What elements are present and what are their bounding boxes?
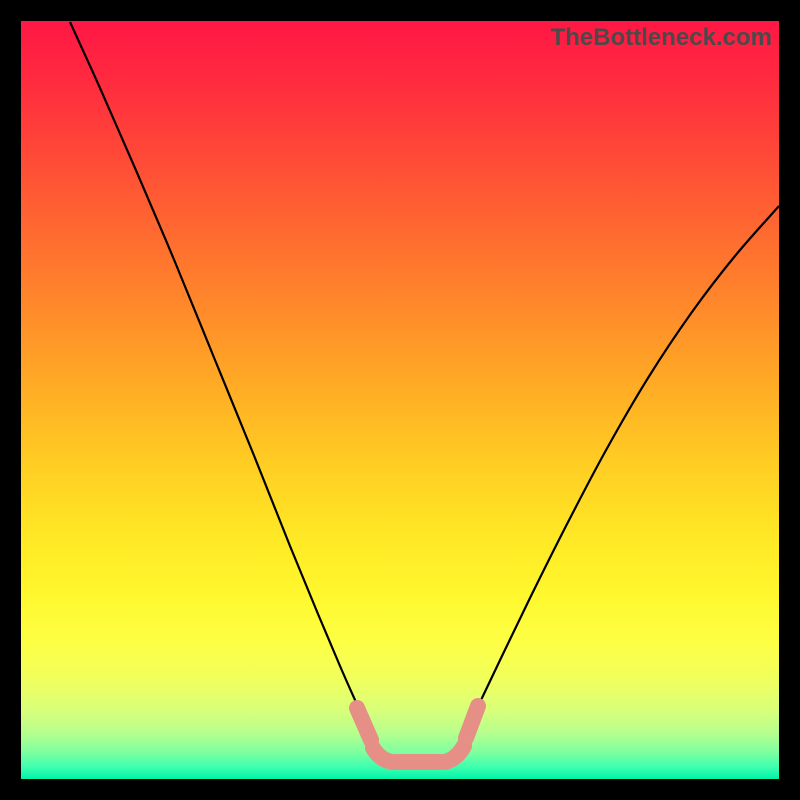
gradient-background (21, 21, 779, 779)
watermark-text: TheBottleneck.com (551, 24, 772, 52)
bottleneck-curve-chart (21, 21, 779, 779)
chart-stage: TheBottleneck.com (0, 0, 800, 800)
